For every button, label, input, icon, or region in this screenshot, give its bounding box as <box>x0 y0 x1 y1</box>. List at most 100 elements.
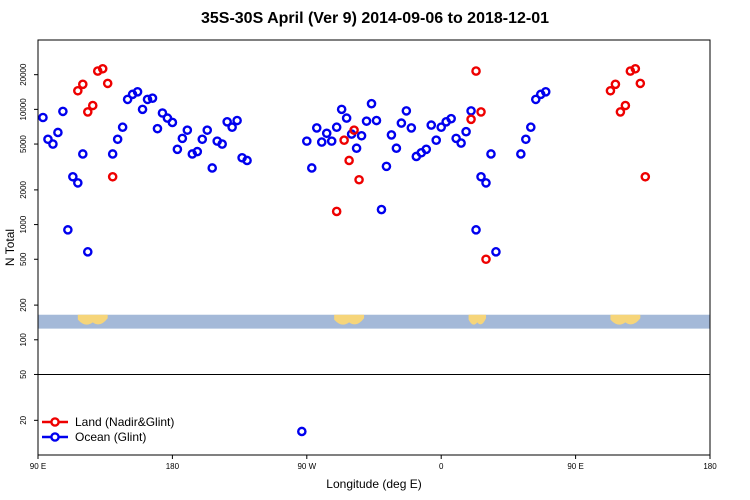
land-point <box>107 171 118 182</box>
ocean-point <box>122 94 133 105</box>
ocean-point <box>53 127 63 138</box>
ocean-point <box>48 139 58 149</box>
land-point <box>331 206 342 217</box>
land-point <box>476 107 486 117</box>
land-mass <box>468 314 486 325</box>
ocean-point <box>73 178 83 188</box>
ocean-point <box>466 106 476 116</box>
y-tick-label: 1000 <box>19 215 28 233</box>
ocean-band <box>38 314 710 329</box>
y-tick-label: 10000 <box>19 98 28 121</box>
y-tick-label: 20 <box>19 415 28 424</box>
ocean-point <box>311 123 322 133</box>
ocean-point <box>476 171 486 182</box>
y-axis-title: N Total <box>3 229 17 266</box>
ocean-point <box>43 134 53 145</box>
ocean-point <box>336 104 347 115</box>
land-point <box>481 254 491 265</box>
ocean-point <box>78 149 88 159</box>
ocean-point <box>341 113 352 123</box>
ocean-point <box>297 426 307 437</box>
ocean-point <box>396 118 407 128</box>
ocean-point <box>431 135 442 145</box>
data-points <box>38 63 651 437</box>
x-axis-title: Longitude (deg E) <box>326 477 421 491</box>
ocean-point <box>366 98 377 109</box>
ocean-point <box>197 134 208 145</box>
ocean-point <box>461 126 471 137</box>
land-point <box>344 155 354 166</box>
ocean-point <box>117 122 128 133</box>
ocean-point <box>182 125 193 135</box>
land-point <box>97 63 108 74</box>
ocean-point <box>68 171 78 182</box>
ocean-point <box>471 225 481 235</box>
y-tick-label: 50 <box>19 369 28 378</box>
ocean-point <box>306 163 317 173</box>
ocean-point <box>217 139 227 149</box>
x-axis: 90 E 180 90 W 0 90 E 180 <box>30 455 717 471</box>
ocean-point <box>521 134 531 145</box>
y-axis: 20 50 100 200 500 1000 2000 5000 10000 20000 <box>19 63 38 425</box>
land-point <box>78 79 88 90</box>
land-point <box>466 114 476 125</box>
land-mass <box>77 314 108 325</box>
x-tick-label: 90 E <box>567 462 583 471</box>
x-tick-label: 180 <box>703 462 717 471</box>
ocean-point <box>456 138 466 148</box>
land-point <box>349 125 359 135</box>
ocean-point <box>381 161 392 172</box>
ocean-point <box>491 247 501 257</box>
legend-land-label: Land (Nadir&Glint) <box>75 415 174 429</box>
legend-ocean-label: Ocean (Glint) <box>75 430 146 444</box>
land-point <box>635 78 646 89</box>
land-point <box>630 63 641 74</box>
ocean-point <box>112 134 123 145</box>
ocean-point <box>301 136 312 146</box>
ocean-point <box>421 144 432 155</box>
x-tick-label: 0 <box>439 462 444 471</box>
x-tick-label: 180 <box>166 462 180 471</box>
ocean-point <box>38 112 48 123</box>
ocean-point <box>406 123 417 133</box>
ocean-point <box>232 115 242 126</box>
ocean-point <box>177 133 188 144</box>
ocean-point <box>321 128 332 139</box>
ocean-point <box>316 137 327 147</box>
x-tick-label: 90 W <box>297 462 316 471</box>
ocean-point <box>371 115 382 126</box>
ocean-point <box>222 116 232 127</box>
ocean-point <box>326 136 337 146</box>
ocean-point <box>147 93 158 103</box>
ocean-point <box>58 106 68 117</box>
ocean-point <box>227 122 237 133</box>
ocean-point <box>530 94 541 105</box>
y-tick-label: 2000 <box>19 180 28 198</box>
legend-ocean-marker <box>50 432 60 442</box>
ocean-point <box>376 204 387 215</box>
legend-land-marker <box>50 417 60 427</box>
ocean-point <box>351 143 362 154</box>
land-point <box>620 100 631 111</box>
ocean-point <box>142 94 153 105</box>
ocean-point <box>401 106 412 116</box>
land-point <box>87 100 98 111</box>
legend: Land (Nadir&Glint)Ocean (Glint) <box>42 415 174 444</box>
y-tick-label: 20000 <box>19 63 28 86</box>
ocean-point <box>356 130 367 141</box>
ocean-point <box>446 113 456 124</box>
ocean-point <box>192 146 203 157</box>
ocean-point <box>516 149 526 159</box>
ocean-point <box>152 123 163 134</box>
ocean-point <box>207 163 218 173</box>
land-point <box>339 135 349 145</box>
ocean-point <box>526 122 536 133</box>
ocean-point <box>361 116 372 126</box>
ocean-point <box>436 122 447 133</box>
land-point <box>471 66 481 76</box>
ocean-point <box>540 87 551 97</box>
ocean-point <box>157 108 168 118</box>
y-tick-label: 200 <box>19 298 28 312</box>
y-tick-label: 500 <box>19 252 28 266</box>
